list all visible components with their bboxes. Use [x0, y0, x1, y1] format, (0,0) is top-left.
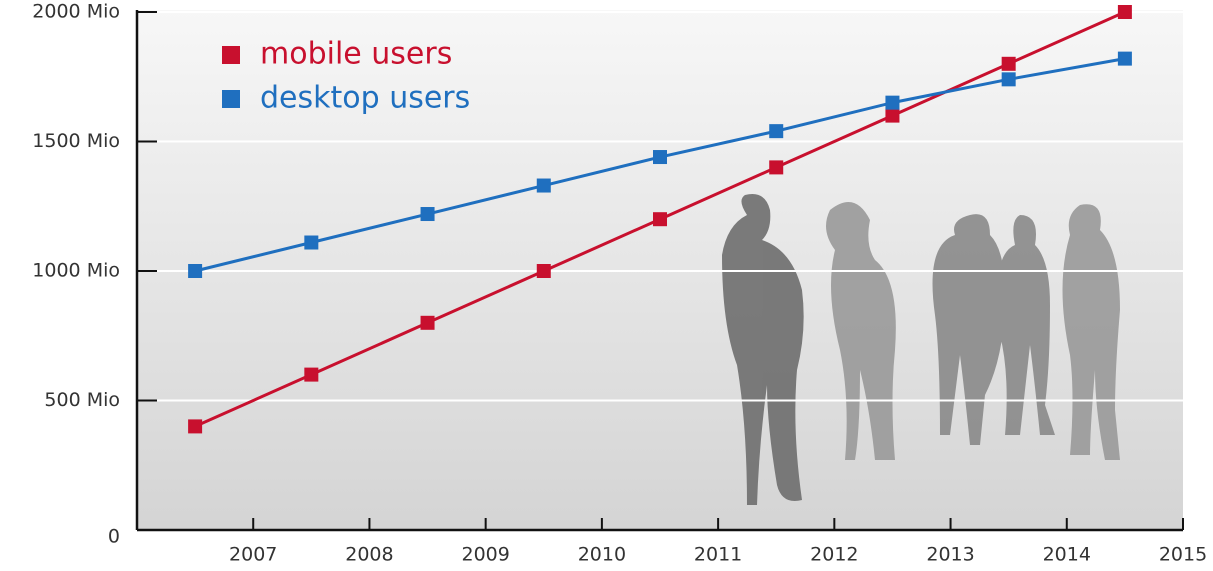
data-point — [1118, 52, 1132, 66]
chart: mobile users desktop users 0 500 Mio 1000 M… — [0, 0, 1213, 571]
data-point — [188, 419, 202, 433]
y-tick-label: 0 — [108, 526, 120, 548]
data-point — [537, 264, 551, 278]
legend-swatch — [222, 90, 240, 108]
x-tick-label: 2014 — [1043, 544, 1091, 566]
data-point — [653, 150, 667, 164]
data-point — [1002, 57, 1016, 71]
data-point — [1118, 5, 1132, 19]
data-point — [188, 264, 202, 278]
data-point — [304, 236, 318, 250]
data-point — [537, 179, 551, 193]
data-point — [769, 124, 783, 138]
data-point — [653, 212, 667, 226]
data-point — [885, 109, 899, 123]
legend-swatch — [222, 46, 240, 64]
y-tick-label: 2000 Mio — [32, 1, 120, 23]
data-point — [1002, 72, 1016, 86]
data-point — [769, 160, 783, 174]
data-point — [885, 96, 899, 110]
y-tick-label: 1000 Mio — [32, 260, 120, 282]
x-tick-label: 2010 — [578, 544, 626, 566]
x-tick-label: 2011 — [694, 544, 742, 566]
x-tick-label: 2007 — [229, 544, 277, 566]
legend-label: mobile users — [260, 37, 452, 72]
y-tick-label: 1500 Mio — [32, 130, 120, 152]
legend-label: desktop users — [260, 81, 470, 116]
x-tick-label: 2012 — [810, 544, 858, 566]
x-tick-label: 2015 — [1159, 544, 1207, 566]
x-tick-label: 2009 — [461, 544, 509, 566]
data-point — [304, 368, 318, 382]
data-point — [421, 207, 435, 221]
x-tick-label: 2013 — [926, 544, 974, 566]
data-point — [421, 316, 435, 330]
x-tick-label: 2008 — [345, 544, 393, 566]
y-tick-label: 500 Mio — [44, 389, 120, 411]
